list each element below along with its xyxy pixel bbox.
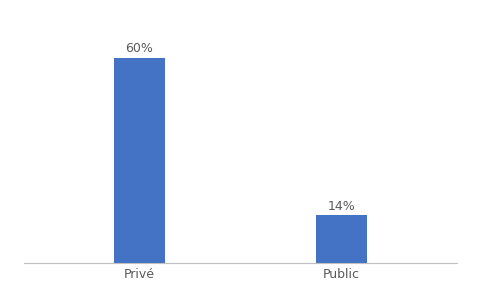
Text: 14%: 14% bbox=[327, 199, 355, 213]
Bar bbox=[114, 58, 164, 263]
Bar bbox=[315, 215, 366, 263]
Text: 60%: 60% bbox=[125, 42, 153, 55]
